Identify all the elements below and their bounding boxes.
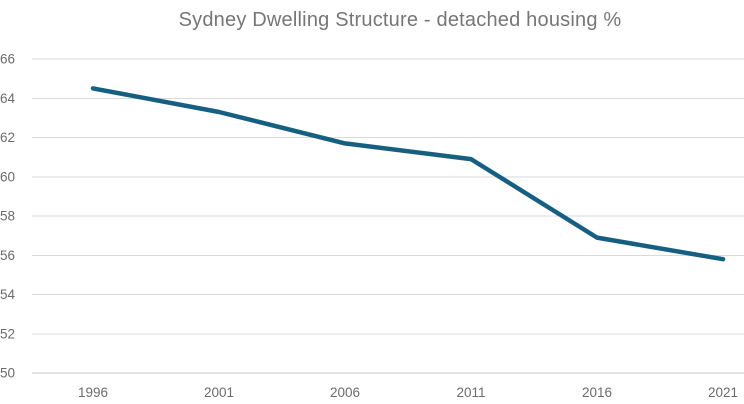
y-axis-tick-label: 60 <box>0 169 15 184</box>
y-axis-tick-label: 66 <box>0 52 15 67</box>
y-axis-tick-label: 58 <box>0 209 15 224</box>
y-axis-tick-label: 62 <box>0 130 15 145</box>
y-axis-tick-label: 52 <box>0 326 15 341</box>
y-axis-tick-label: 64 <box>0 91 15 106</box>
x-axis-tick-label: 2021 <box>708 385 738 400</box>
chart-title: Sydney Dwelling Structure - detached hou… <box>178 9 622 31</box>
x-axis-tick-label: 2006 <box>330 385 360 400</box>
x-axis-tick-label: 1996 <box>78 385 108 400</box>
x-axis-tick-label: 2011 <box>456 385 485 400</box>
x-axis-tick-label: 2001 <box>204 385 234 400</box>
y-axis-tick-label: 54 <box>0 287 15 302</box>
x-axis-tick-label: 2016 <box>582 385 612 400</box>
data-line-detached-housing <box>90 86 726 262</box>
y-axis-tick-label: 56 <box>0 248 15 263</box>
y-axis-tick-label: 50 <box>0 366 15 381</box>
